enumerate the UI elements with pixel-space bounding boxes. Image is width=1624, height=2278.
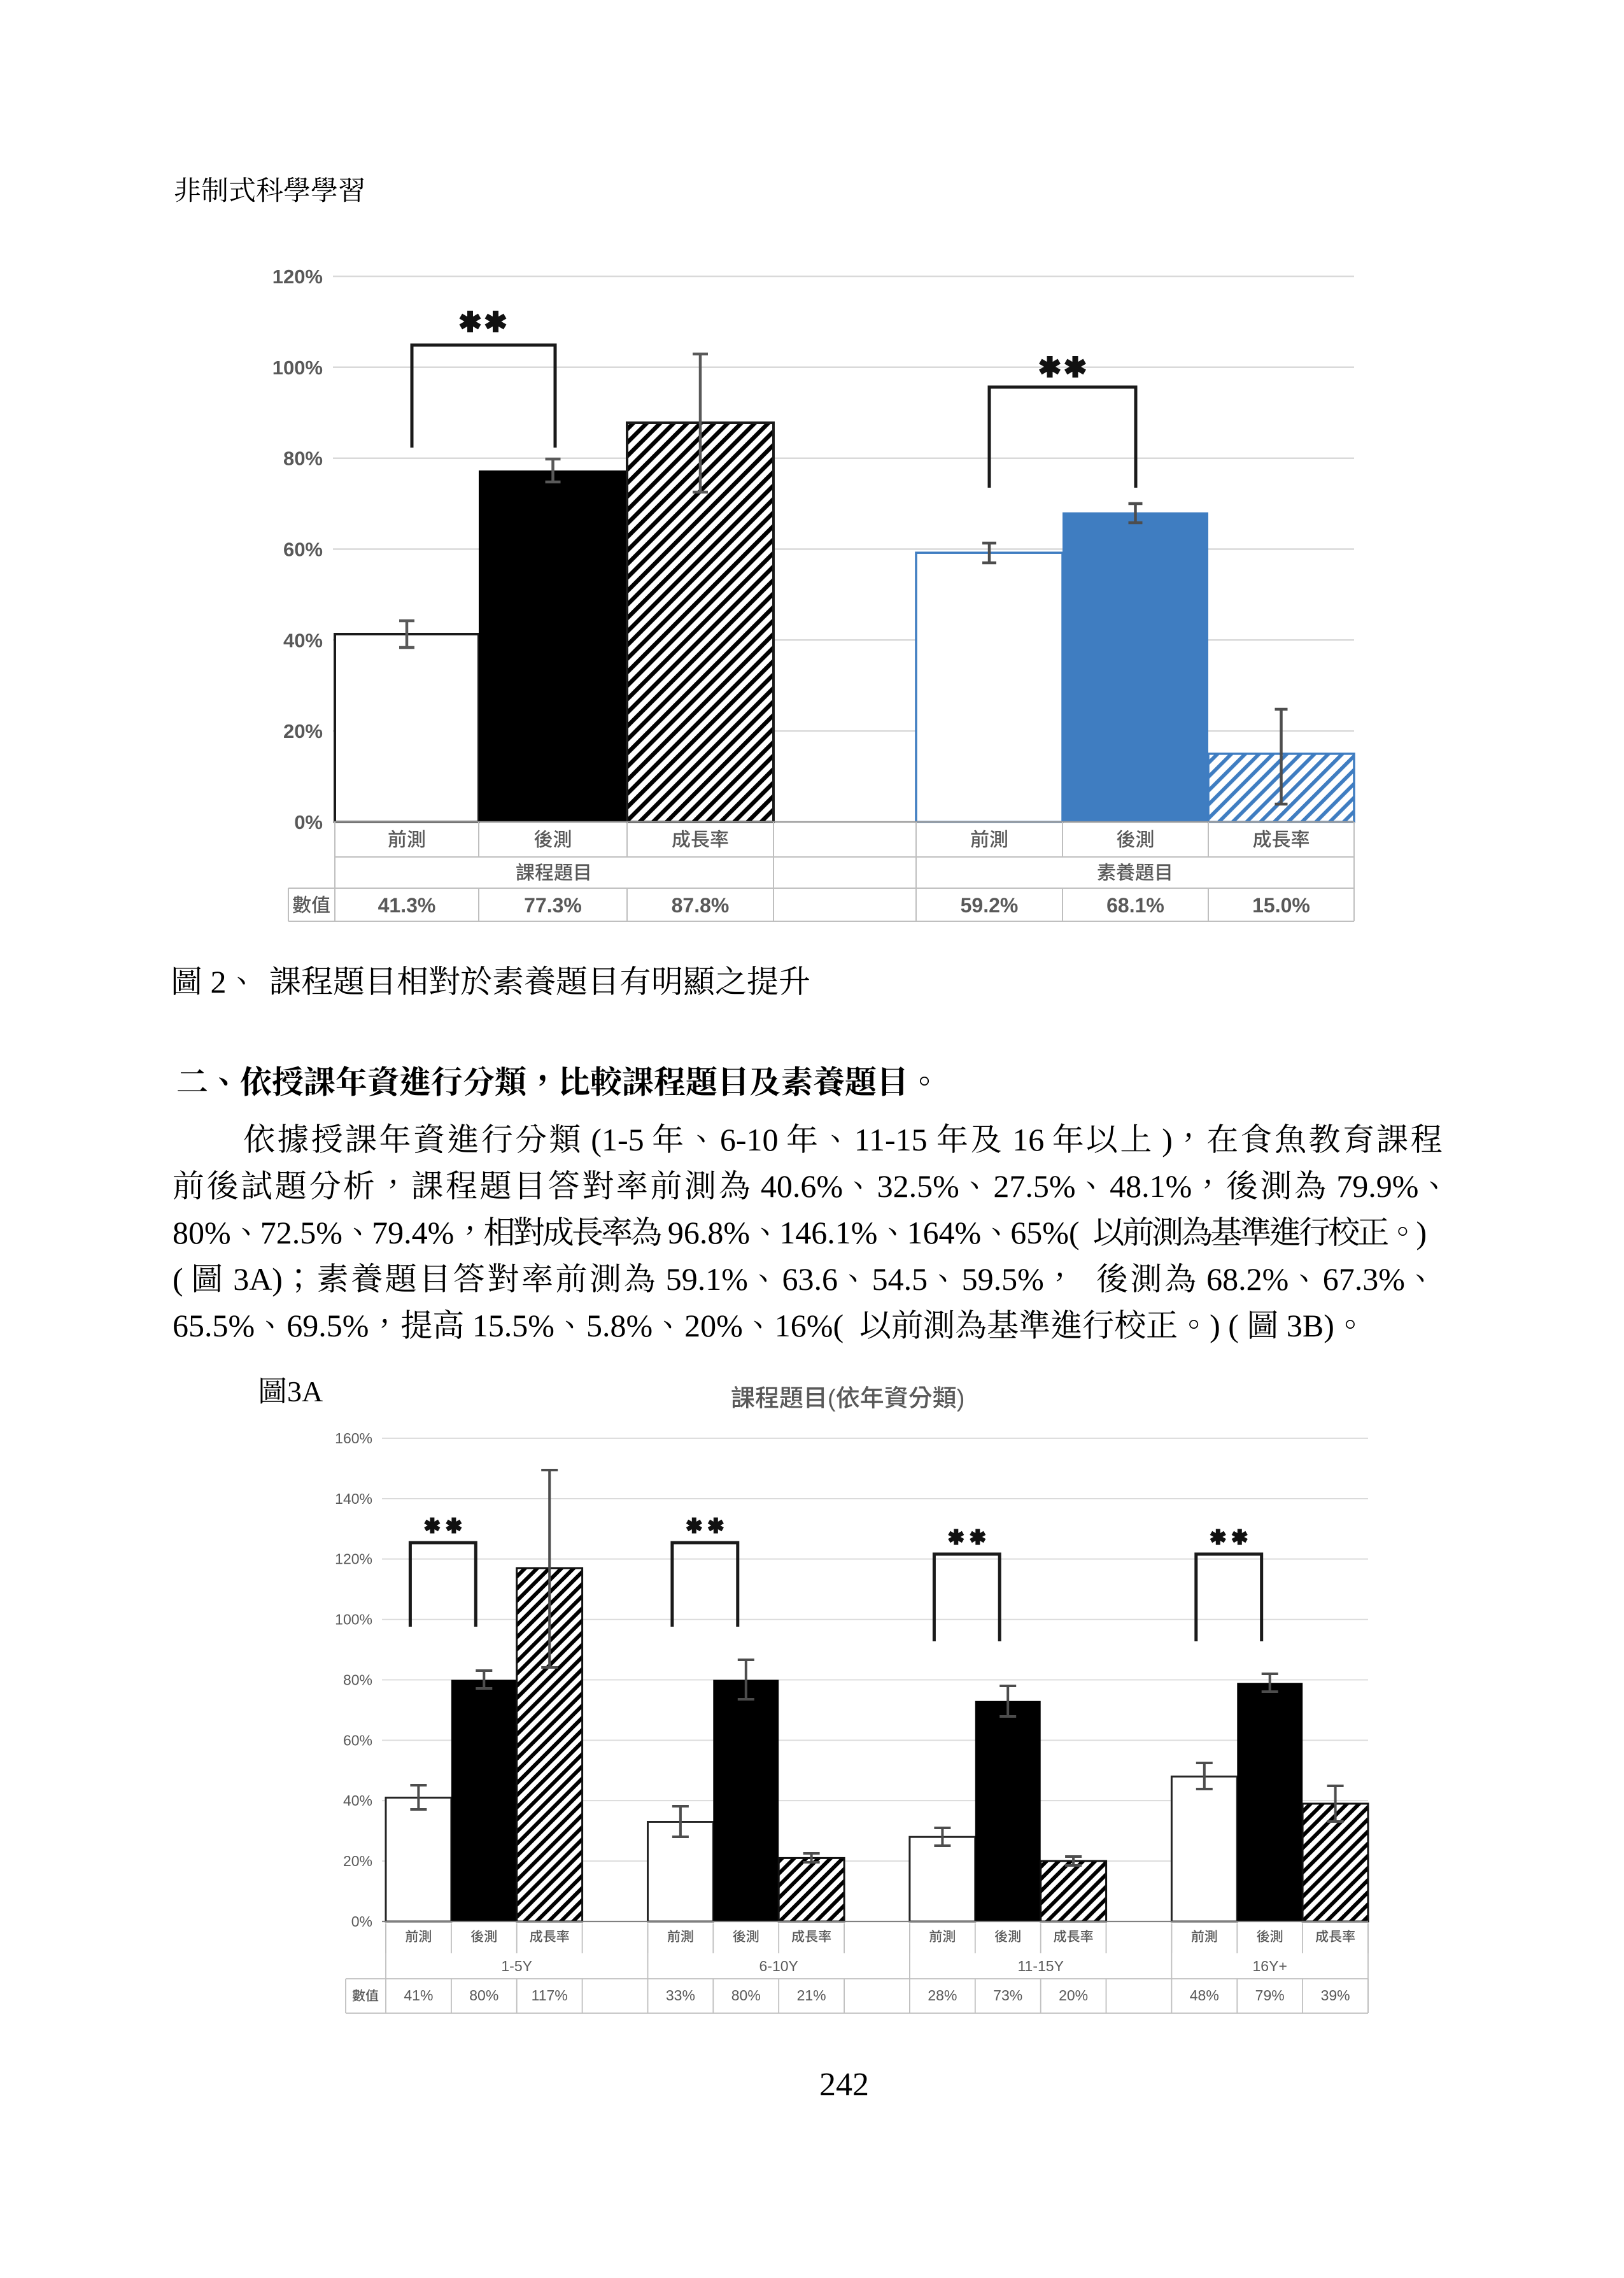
svg-text:20%: 20% <box>1059 1987 1088 2004</box>
svg-text:40%: 40% <box>283 629 323 651</box>
svg-text:40.6%: 40.6% <box>761 1168 843 1204</box>
svg-text:28%: 28% <box>928 1987 957 2004</box>
svg-text:41.3%: 41.3% <box>378 894 436 917</box>
svg-text:67.3%: 67.3% <box>1323 1261 1405 1297</box>
svg-text:60%: 60% <box>343 1732 372 1748</box>
svg-text:77.3%: 77.3% <box>524 894 582 917</box>
svg-text:(: ( <box>828 1385 836 1412</box>
svg-text:20%: 20% <box>684 1308 743 1343</box>
svg-text:120%: 120% <box>272 265 323 288</box>
svg-text:100%: 100% <box>335 1611 372 1628</box>
svg-text:11-15: 11-15 <box>854 1122 928 1157</box>
svg-text:40%: 40% <box>343 1792 372 1809</box>
svg-text:16Y+: 16Y+ <box>1253 1958 1287 1974</box>
svg-text:3A): 3A) <box>233 1261 283 1297</box>
svg-text:59.2%: 59.2% <box>961 894 1019 917</box>
svg-text:68.1%: 68.1% <box>1106 894 1164 917</box>
svg-text:79.4%: 79.4% <box>372 1215 454 1250</box>
svg-text:(: ( <box>173 1261 183 1297</box>
svg-text:80%: 80% <box>173 1215 231 1250</box>
svg-text:20%: 20% <box>283 720 323 742</box>
svg-text:48.1%: 48.1% <box>1110 1168 1192 1204</box>
svg-text:68.2%: 68.2% <box>1206 1261 1289 1297</box>
svg-text:16: 16 <box>1012 1122 1044 1157</box>
svg-text:96.8%: 96.8% <box>668 1215 750 1250</box>
svg-text:117%: 117% <box>532 1987 568 2004</box>
svg-text:164%: 164% <box>907 1215 982 1250</box>
svg-text:0%: 0% <box>351 1913 372 1930</box>
svg-text:146.1%: 146.1% <box>779 1215 877 1250</box>
svg-text:80%: 80% <box>469 1987 498 2004</box>
svg-text:3B): 3B) <box>1287 1308 1334 1343</box>
svg-text:11-15Y: 11-15Y <box>1017 1958 1063 1974</box>
svg-text:79.9%: 79.9% <box>1336 1168 1418 1204</box>
svg-text:15.0%: 15.0% <box>1252 894 1310 917</box>
svg-text:6-10Y: 6-10Y <box>759 1958 798 1974</box>
svg-text:): ) <box>957 1385 965 1412</box>
svg-text:32.5%: 32.5% <box>877 1168 959 1204</box>
svg-text:48%: 48% <box>1190 1987 1219 2004</box>
svg-text:72.5%: 72.5% <box>260 1215 342 1250</box>
svg-text:73%: 73% <box>993 1987 1022 2004</box>
svg-text:59.1%: 59.1% <box>666 1261 748 1297</box>
svg-text:87.8%: 87.8% <box>672 894 730 917</box>
svg-text:79%: 79% <box>1255 1987 1285 2004</box>
svg-text:3A: 3A <box>287 1375 323 1408</box>
svg-text:54.5: 54.5 <box>872 1261 928 1297</box>
svg-text:33%: 33% <box>666 1987 695 2004</box>
svg-text:15.5%: 15.5% <box>472 1308 554 1343</box>
svg-text:): ) <box>1416 1215 1427 1250</box>
svg-text:80%: 80% <box>283 448 323 470</box>
svg-text:1-5Y: 1-5Y <box>501 1958 532 1974</box>
svg-text:59.5%: 59.5% <box>962 1261 1044 1297</box>
svg-text:) (: ) ( <box>1210 1308 1239 1343</box>
svg-text:120%: 120% <box>335 1551 372 1567</box>
svg-text:5.8%: 5.8% <box>586 1308 653 1343</box>
svg-text:65%(: 65%( <box>1010 1215 1079 1250</box>
svg-text:41%: 41% <box>404 1987 433 2004</box>
svg-text:6-10: 6-10 <box>720 1122 779 1157</box>
svg-text:100%: 100% <box>272 357 323 379</box>
svg-text:65.5%: 65.5% <box>173 1308 255 1343</box>
svg-text:140%: 140% <box>335 1490 372 1507</box>
svg-text:2: 2 <box>211 964 227 1000</box>
svg-text:20%: 20% <box>343 1853 372 1869</box>
svg-text:(1-5: (1-5 <box>591 1122 644 1157</box>
svg-text:27.5%: 27.5% <box>993 1168 1075 1204</box>
svg-text:0%: 0% <box>294 811 323 833</box>
svg-text:21%: 21% <box>797 1987 826 2004</box>
svg-text:160%: 160% <box>335 1430 372 1447</box>
svg-text:63.6: 63.6 <box>782 1261 838 1297</box>
svg-text:69.5%: 69.5% <box>286 1308 369 1343</box>
svg-text:60%: 60% <box>283 539 323 561</box>
svg-text:242: 242 <box>819 2067 869 2103</box>
svg-text:80%: 80% <box>731 1987 761 2004</box>
svg-text:80%: 80% <box>343 1672 372 1688</box>
svg-text:): ) <box>1162 1122 1173 1157</box>
svg-text:16%(: 16%( <box>775 1308 844 1343</box>
svg-text:39%: 39% <box>1321 1987 1350 2004</box>
